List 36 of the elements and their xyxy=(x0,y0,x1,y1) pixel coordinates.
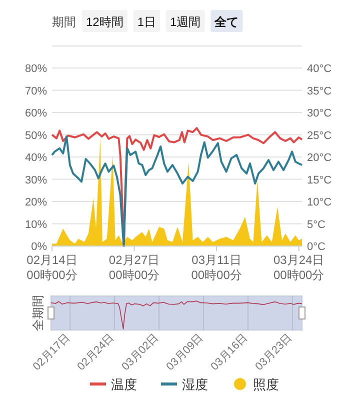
y2-tick-label: 35°C xyxy=(307,85,332,98)
x-tick-label: 02月14日 00時00分 xyxy=(26,253,78,282)
x-tick-label: 02月17日 xyxy=(30,332,72,373)
x-tick-label: 03月02日 xyxy=(120,332,162,373)
y2-tick-label: 25°C xyxy=(307,130,332,142)
y-tick-label: 20% xyxy=(24,196,48,208)
y2-tick-label: 20°C xyxy=(307,152,332,164)
x-tick-label: 03月11日 00時00分 xyxy=(191,253,242,282)
legend-label: 湿度 xyxy=(182,377,208,392)
y2-tick-label: 15°C xyxy=(307,174,332,186)
y-tick-label: 40% xyxy=(24,152,48,164)
legend-label: 温度 xyxy=(111,377,137,392)
label-period: 期間 xyxy=(52,15,76,29)
y2-tick-label: 0°C xyxy=(307,241,326,253)
x-tick-label: 03月16日 xyxy=(208,332,250,373)
y-tick-label: 60% xyxy=(24,108,48,120)
legend-照度: 照度 xyxy=(234,377,279,392)
y-tick-label: 70% xyxy=(24,85,48,98)
y-tick-label: 80% xyxy=(24,63,48,75)
y2-tick-label: 40°C xyxy=(307,63,332,75)
y-tick-label: 0% xyxy=(31,241,48,253)
x-tick-label: 03月24日 00時00分 xyxy=(273,253,324,282)
x-tick-label: 02月24日 xyxy=(75,332,117,373)
y-tick-label: 30% xyxy=(24,174,48,186)
y-tick-label: 50% xyxy=(24,130,48,142)
x-tick-label: 03月09日 xyxy=(164,332,206,373)
y-axis-title: 全期間 xyxy=(31,295,45,331)
y2-tick-label: 5°C xyxy=(307,218,326,231)
legend-温度: 温度 xyxy=(90,377,137,392)
y2-tick-label: 10°C xyxy=(307,196,332,208)
legend-湿度: 湿度 xyxy=(161,377,208,392)
y2-tick-label: 30°C xyxy=(307,108,332,120)
x-tick-label: 03月23日 xyxy=(253,332,295,373)
legend-label: 照度 xyxy=(253,377,279,392)
y-tick-label: 10% xyxy=(24,218,48,231)
x-tick-label: 02月27日 00時00分 xyxy=(108,253,160,282)
